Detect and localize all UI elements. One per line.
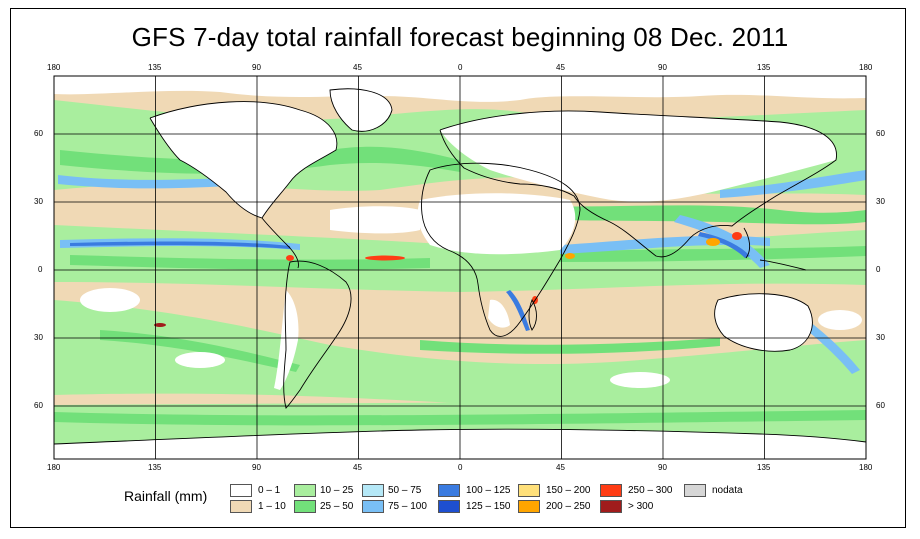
lon-tick-bottom: 0: [458, 463, 463, 472]
legend-swatch-25-50: [294, 500, 316, 513]
legend-label-1-10: 1 – 10: [258, 501, 286, 512]
legend-label-250-300: 250 – 300: [628, 485, 673, 496]
legend-label-nodata: nodata: [712, 485, 743, 496]
map-border: [53, 75, 867, 460]
lat-tick-right: 30: [876, 197, 885, 206]
map-title: GFS 7-day total rainfall forecast beginn…: [131, 22, 789, 52]
lon-tick-top: 0: [458, 63, 463, 72]
lon-tick-top: 90: [252, 63, 261, 72]
legend-swatch-nodata: [684, 484, 706, 497]
lon-tick-top: 45: [556, 63, 565, 72]
lat-tick-left: 30: [34, 197, 43, 206]
lon-tick-top: 45: [353, 63, 362, 72]
legend-label-75-100: 75 – 100: [388, 501, 427, 512]
legend-label-over-300: > 300: [628, 501, 654, 512]
legend-label-150-200: 150 – 200: [546, 485, 591, 496]
coastlines: [54, 88, 866, 445]
lon-tick-top: 135: [148, 63, 162, 72]
legend-swatch-over-300: [600, 500, 622, 513]
legend-label-50-75: 50 – 75: [388, 485, 422, 496]
lon-tick-bottom: 45: [556, 463, 565, 472]
lon-tick-bottom: 135: [757, 463, 771, 472]
legend-swatch-200-250: [518, 500, 540, 513]
graticule: [54, 76, 866, 459]
lon-tick-bottom: 135: [148, 463, 162, 472]
lat-tick-left: 0: [38, 265, 43, 274]
legend-label-0-1: 0 – 1: [258, 485, 281, 496]
legend-label-125-150: 125 – 150: [466, 501, 511, 512]
lon-tick-top: 180: [859, 63, 873, 72]
legend-swatch-125-150: [438, 500, 460, 513]
legend-swatch-10-25: [294, 484, 316, 497]
lon-tick-bottom: 180: [47, 463, 61, 472]
legend-swatch-250-300: [600, 484, 622, 497]
lat-tick-left: 60: [34, 129, 43, 138]
lon-tick-top: 90: [658, 63, 667, 72]
lon-tick-bottom: 180: [859, 463, 873, 472]
legend-swatch-75-100: [362, 500, 384, 513]
lon-tick-top: 135: [757, 63, 771, 72]
lon-tick-top: 180: [47, 63, 61, 72]
lat-tick-right: 0: [876, 265, 881, 274]
legend-label-100-125: 100 – 125: [466, 485, 511, 496]
lat-tick-right: 60: [876, 129, 885, 138]
legend-label-10-25: 10 – 25: [320, 485, 354, 496]
lat-tick-left: 60: [34, 401, 43, 410]
legend-swatch-0-1: [230, 484, 252, 497]
legend-swatch-50-75: [362, 484, 384, 497]
lat-tick-left: 30: [34, 333, 43, 342]
figure-frame: [10, 8, 906, 528]
lat-tick-right: 60: [876, 401, 885, 410]
legend-swatch-100-125: [438, 484, 460, 497]
legend-swatch-1-10: [230, 500, 252, 513]
lon-tick-bottom: 90: [252, 463, 261, 472]
lon-tick-bottom: 45: [353, 463, 362, 472]
lon-tick-bottom: 90: [658, 463, 667, 472]
legend-label-25-50: 25 – 50: [320, 501, 354, 512]
legend-swatch-150-200: [518, 484, 540, 497]
lat-tick-right: 30: [876, 333, 885, 342]
legend-title: Rainfall (mm): [124, 488, 208, 504]
legend-label-200-250: 200 – 250: [546, 501, 591, 512]
